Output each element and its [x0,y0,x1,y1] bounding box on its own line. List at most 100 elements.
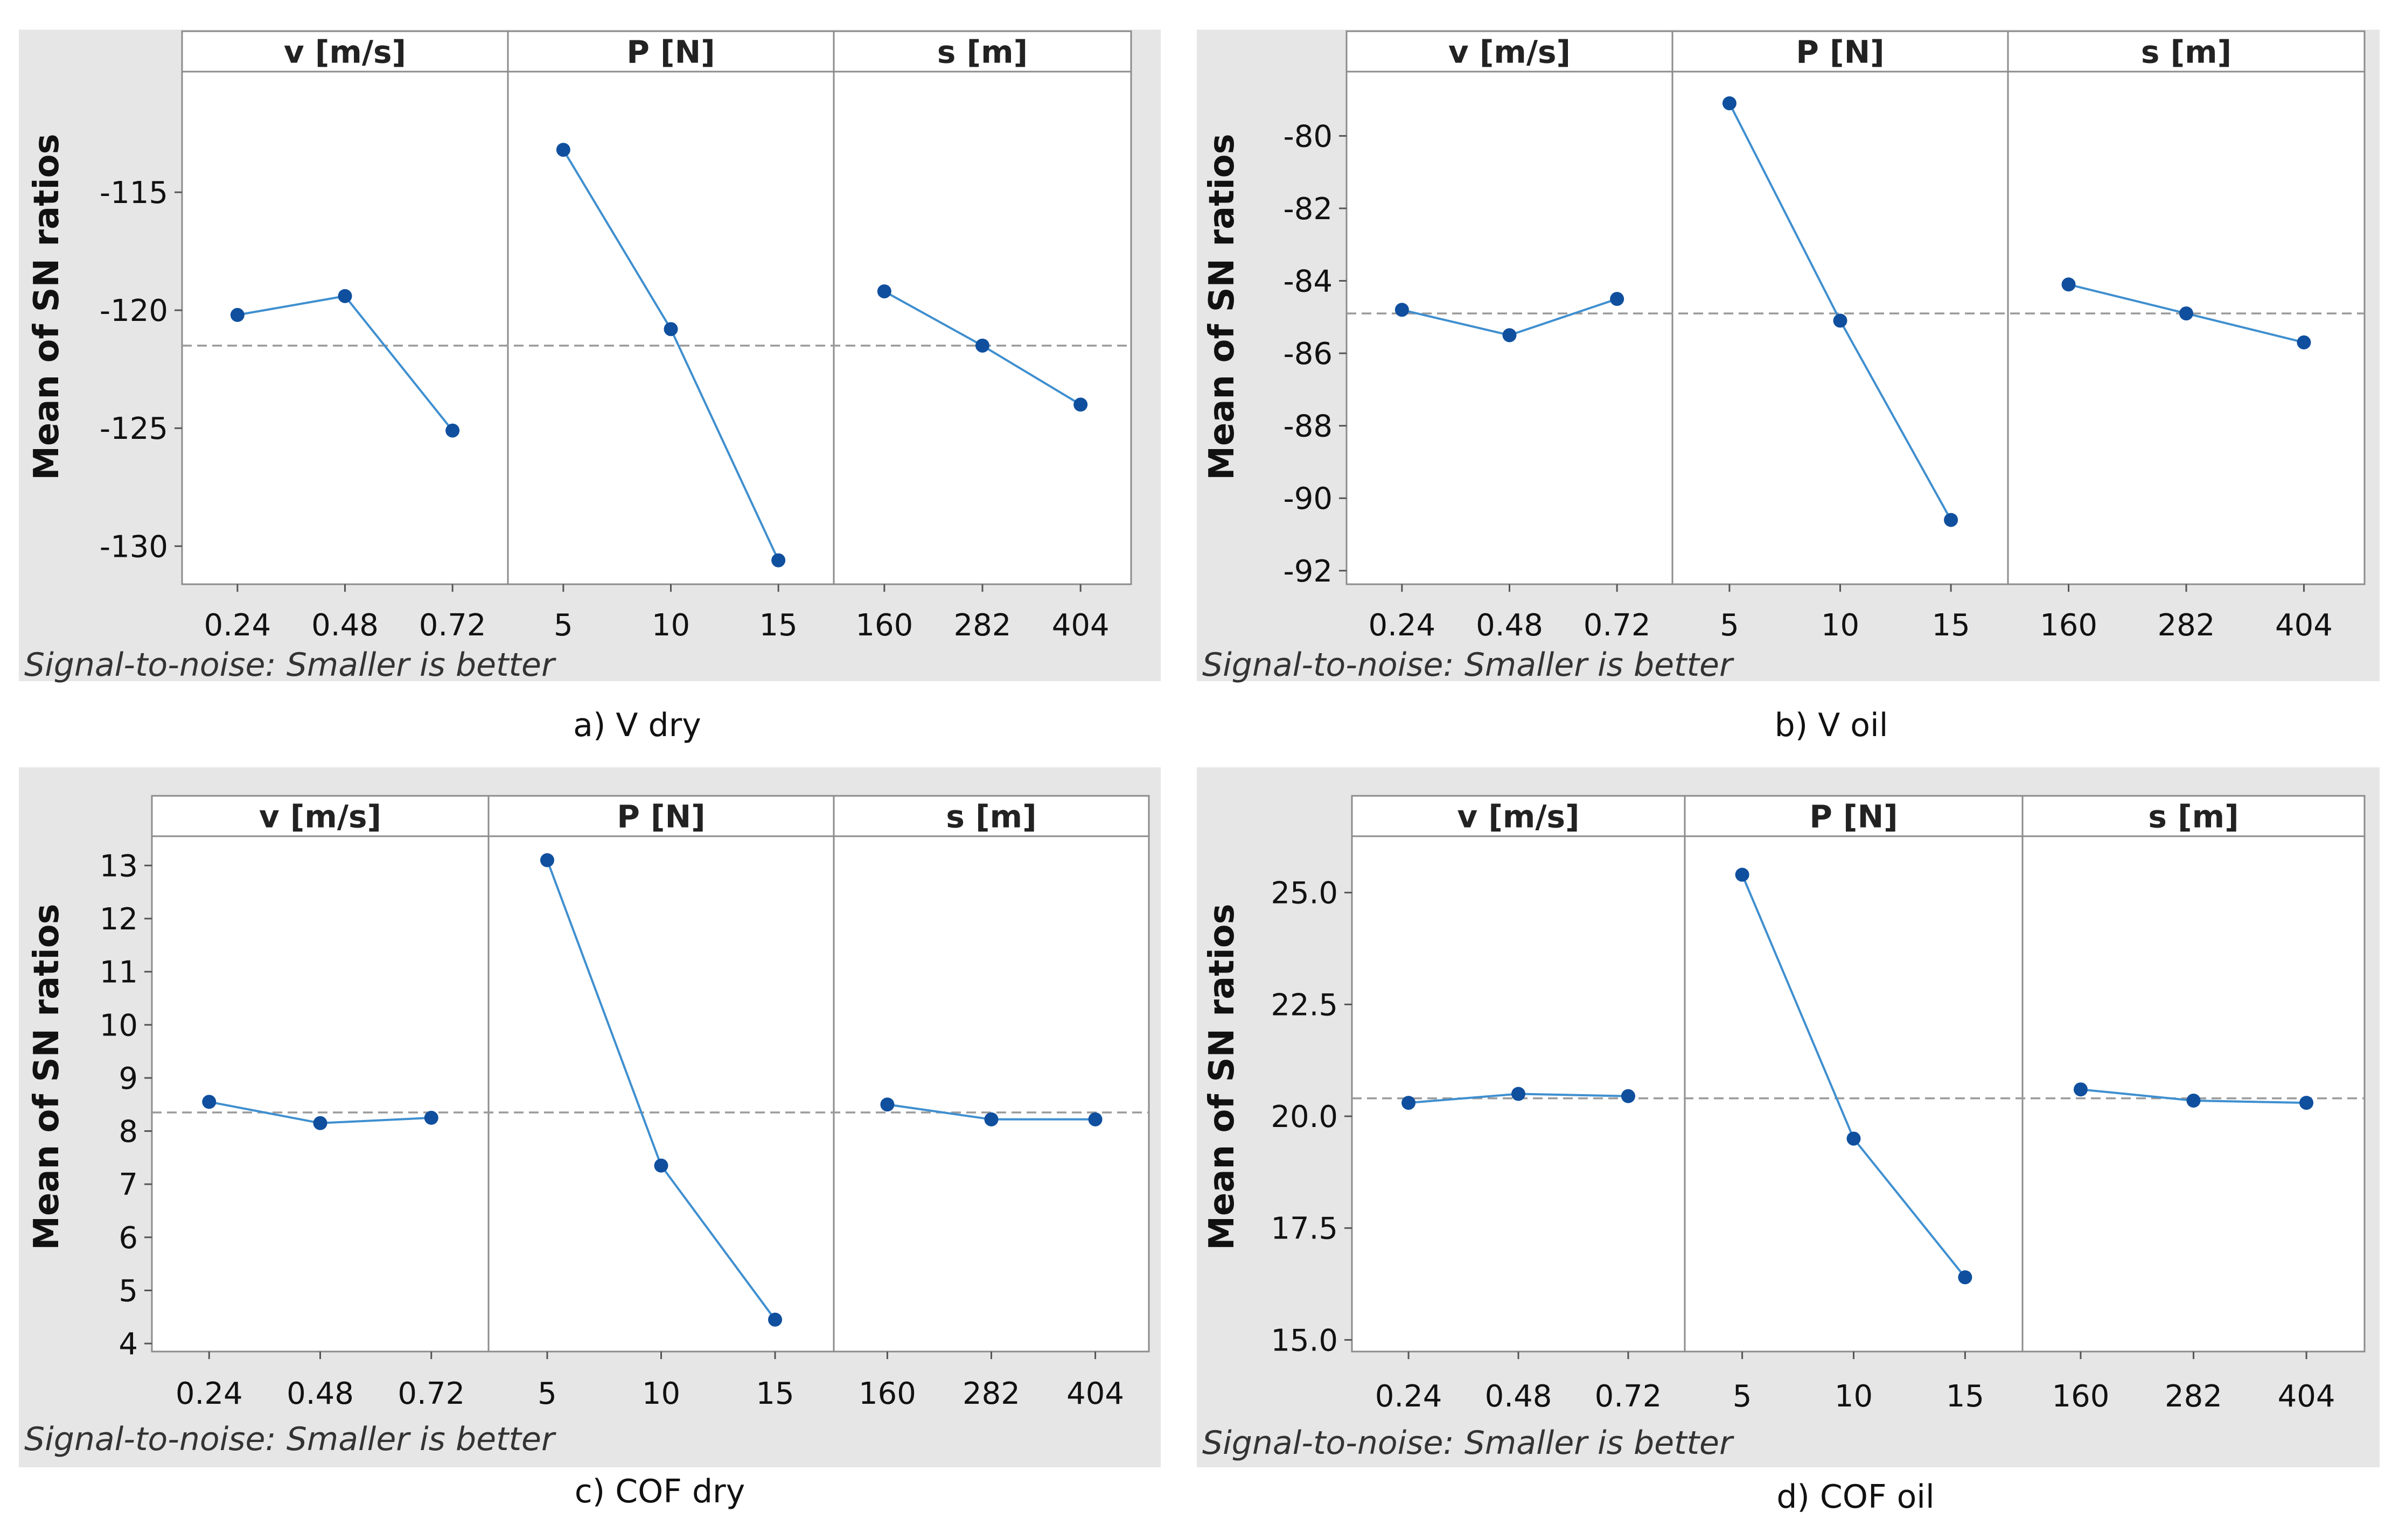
x-tick-label: 0.72 [397,1376,465,1411]
y-tick-label: -82 [1284,192,1333,227]
plot-area [181,30,1132,585]
x-tick-label: 5 [554,608,573,643]
panel-caption: a) V dry [573,706,701,744]
data-point [230,307,245,322]
y-tick-label: 11 [100,955,138,990]
chart-panel-v-oil: -80 -82 -84 -86 -88 -90 -92 v [m/s] 0.24 0.48 0.72… [1197,30,2380,744]
data-point [556,143,570,157]
signal-to-noise-note: Signal-to-noise: Smaller is better [24,646,556,684]
data-point [2061,277,2076,292]
data-point [1401,1096,1416,1110]
data-point [1958,1270,1972,1285]
chart-panel-v-dry: -115 -120 -125 -130 v [m/s] 0.24 0.48 0.72 P [N]… [19,30,1161,744]
y-tick-label: 20.0 [1271,1100,1338,1135]
y-tick-label: -84 [1284,264,1333,299]
x-tick-label: 10 [642,1376,680,1411]
y-axis-label: Mean of SN ratios [27,904,67,1250]
facet-label: s [m] [946,799,1036,835]
data-point [1511,1087,1525,1101]
y-tick-label: 12 [100,902,138,937]
data-point [1944,513,1958,527]
x-tick-label: 160 [855,608,913,643]
x-tick-label: 160 [859,1376,916,1411]
y-tick-label: -125 [100,411,168,446]
data-point [540,853,554,867]
x-tick-label: 10 [652,608,690,643]
y-tick-label: -115 [100,176,168,211]
y-tick-label: 6 [118,1221,138,1256]
data-point [1621,1089,1635,1103]
x-tick-label: 404 [1066,1376,1124,1411]
y-tick-label: -90 [1284,481,1333,516]
facet-label: v [m/s] [284,34,406,71]
plot-area [1351,795,2366,1353]
x-tick-label: 15 [1931,608,1970,643]
data-point [1846,1131,1861,1146]
x-tick-label: 0.72 [1595,1379,1662,1414]
data-point [877,284,891,299]
data-point [2297,335,2311,349]
plot-area [151,795,1150,1353]
x-tick-label: 404 [1052,608,1110,643]
x-tick-label: 15 [756,1376,794,1411]
x-tick-label: 0.48 [1476,608,1543,643]
data-point [1735,867,1749,882]
x-tick-label: 160 [2052,1379,2110,1414]
data-point [445,423,460,438]
data-point [984,1112,999,1126]
y-axis-label: Mean of SN ratios [1202,134,1242,480]
data-point [654,1158,668,1173]
y-tick-label: -120 [100,293,168,328]
y-axis-label: Mean of SN ratios [1202,904,1242,1250]
x-tick-label: 0.72 [419,608,486,643]
facet-label: v [m/s] [1448,34,1571,71]
x-tick-label: 15 [759,608,798,643]
data-point [1088,1112,1103,1126]
facet-label: P [N] [626,34,715,71]
y-tick-label: 8 [118,1115,138,1150]
data-point [2179,306,2193,321]
x-tick-label: 282 [2165,1379,2222,1414]
plot-area [1345,30,2366,585]
facet-label: v [m/s] [1457,799,1579,835]
x-tick-label: 15 [1946,1379,1984,1414]
x-tick-label: 0.48 [1485,1379,1552,1414]
facet-label: P [N] [1809,799,1898,835]
data-point [664,322,678,337]
y-tick-label: -130 [100,529,168,564]
y-tick-label: 25.0 [1271,876,1338,911]
facet-label: s [m] [937,34,1028,71]
x-tick-label: 5 [1720,608,1739,643]
data-point [975,338,989,353]
x-tick-label: 282 [954,608,1012,643]
data-point [313,1116,327,1130]
panel-caption: d) COF oil [1776,1478,1934,1516]
facet-label: v [m/s] [259,799,381,835]
data-point [1610,292,1624,306]
y-tick-label: 10 [100,1008,138,1043]
data-point [768,1312,783,1327]
x-tick-label: 404 [2275,608,2333,643]
x-tick-label: 0.24 [1369,608,1436,643]
panel-caption: c) COF dry [575,1473,745,1510]
facet-label: s [m] [2148,799,2238,835]
data-point [1833,313,1847,328]
x-tick-label: 282 [963,1376,1020,1411]
x-tick-label: 0.48 [311,608,379,643]
data-point [880,1097,895,1112]
data-point [771,553,786,568]
x-tick-label: 0.48 [287,1376,354,1411]
signal-to-noise-note: Signal-to-noise: Smaller is better [24,1420,556,1458]
y-tick-label: 15.0 [1271,1323,1338,1358]
y-tick-label: -80 [1284,119,1333,154]
y-tick-label: 9 [118,1061,138,1096]
y-tick-label: -86 [1284,337,1333,372]
data-point [424,1110,438,1125]
x-tick-label: 0.24 [1375,1379,1442,1414]
facet-label: P [N] [1796,34,1884,71]
y-tick-label: 7 [118,1167,138,1202]
data-point [338,289,352,303]
y-tick-label: 17.5 [1271,1212,1338,1247]
x-tick-label: 10 [1821,608,1859,643]
